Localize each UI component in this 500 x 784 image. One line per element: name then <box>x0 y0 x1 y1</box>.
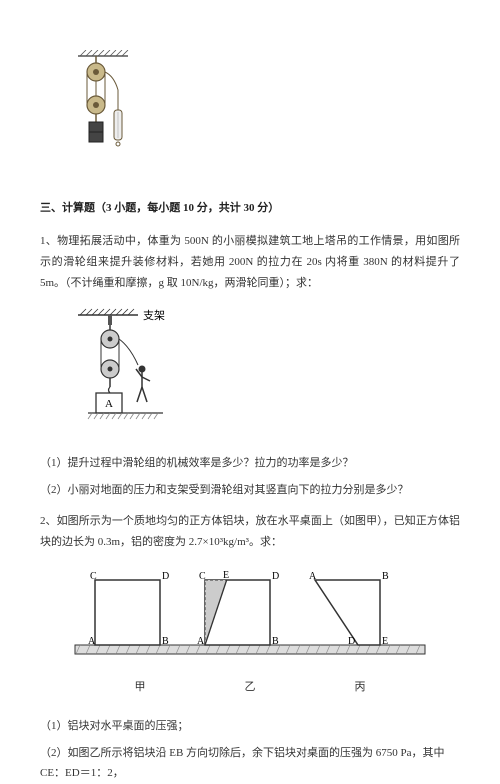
yi-C: C <box>199 571 206 582</box>
box-a-label: A <box>105 398 113 410</box>
bing-E: E <box>382 636 388 647</box>
section-title: 三、计算题（3 小题，每小题 10 分，共计 30 分） <box>40 198 460 219</box>
q2-text: 2、如图所示为一个质地均匀的正方体铝块，放在水平桌面上（如图甲），已知正方体铝块… <box>40 511 460 553</box>
yi-D: D <box>272 571 279 582</box>
bing-A: A <box>309 571 317 582</box>
jia-D: D <box>162 571 169 582</box>
jia-C: C <box>90 571 97 582</box>
label-yi: 乙 <box>245 677 256 698</box>
bracket-pulley-svg: 支架 A <box>68 307 198 427</box>
jia-B: B <box>162 636 169 647</box>
yi-E: E <box>223 570 229 581</box>
q1-sub2: （2）小丽对地面的压力和支架受到滑轮组对其竖直向下的拉力分别是多少？ <box>40 480 460 501</box>
q2-figure: C D B A C E D A B A B E D 甲 乙 丙 <box>40 567 460 698</box>
bing-B: B <box>382 571 389 582</box>
bing-D: D <box>348 636 355 647</box>
q1-figure: 支架 A <box>68 307 460 435</box>
yi-B: B <box>272 636 279 647</box>
q2-sub1: （1）铝块对水平桌面的压强； <box>40 716 460 737</box>
cubes-svg: C D B A C E D A B A B E D <box>70 567 430 667</box>
label-bing: 丙 <box>355 677 366 698</box>
yi-A: A <box>197 636 205 647</box>
bracket-label: 支架 <box>143 309 165 322</box>
label-jia: 甲 <box>135 677 146 698</box>
cube-labels: 甲 乙 丙 <box>85 677 415 698</box>
q2-sub2: （2）如图乙所示将铝块沿 EB 方向切除后，余下铝块对桌面的压强为 6750 P… <box>40 743 460 784</box>
q1-sub1: （1）提升过程中滑轮组的机械效率是多少？拉力的功率是多少？ <box>40 453 460 474</box>
q1-text: 1、物理拓展活动中，体重为 500N 的小丽模拟建筑工地上塔吊的工作情景，用如图… <box>40 231 460 294</box>
pulley-svg-top <box>68 50 138 160</box>
jia-A: A <box>88 636 96 647</box>
top-pulley-figure <box>68 50 460 168</box>
